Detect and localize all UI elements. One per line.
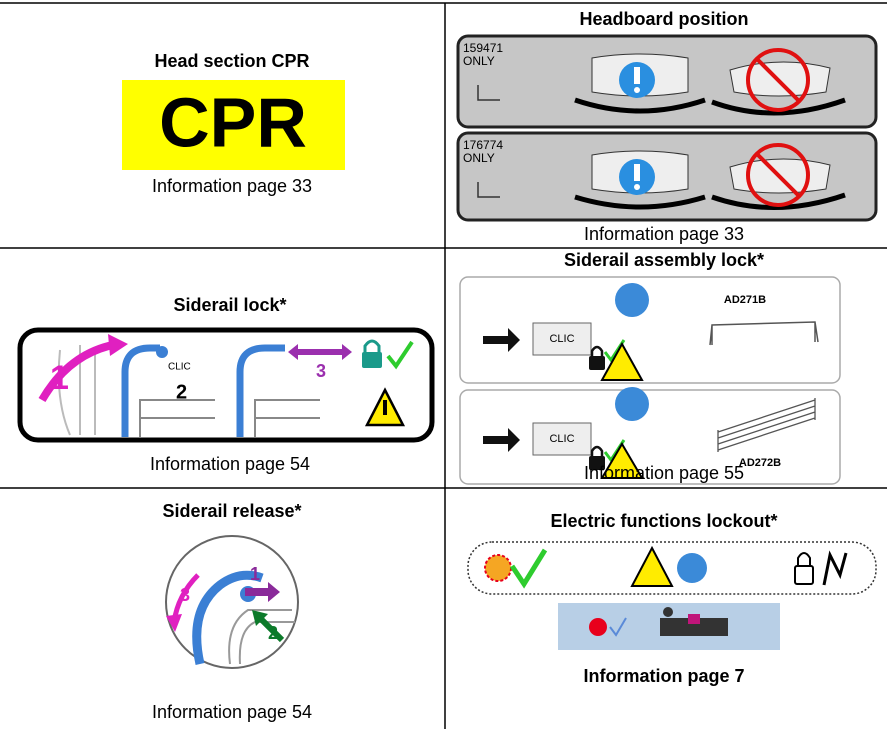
rail bbox=[236, 344, 285, 437]
rail-bar bbox=[228, 609, 295, 665]
lock-icon bbox=[589, 356, 605, 370]
model-label: AD272B bbox=[739, 457, 781, 469]
step: 1 bbox=[250, 564, 260, 584]
latch bbox=[156, 346, 168, 358]
clic-box bbox=[532, 322, 592, 356]
cpr-sign bbox=[122, 80, 345, 170]
siderail-lock-panel: 1 CLIC 2 3 bbox=[17, 327, 435, 443]
icon-part bbox=[634, 184, 640, 190]
click-label: CLIC bbox=[549, 433, 574, 445]
manual-icon bbox=[615, 283, 649, 317]
warning bbox=[600, 442, 644, 479]
cell-title: Headboard position bbox=[579, 9, 748, 29]
label-code: 176774 bbox=[463, 138, 503, 152]
cell-info: Information page 33 bbox=[152, 176, 312, 196]
icon-part bbox=[634, 164, 640, 181]
bed-icon bbox=[660, 618, 728, 636]
click-label: CLIC bbox=[168, 362, 191, 373]
assembly-panel: CLIC AD271B bbox=[459, 276, 841, 384]
bed-icon bbox=[663, 607, 673, 617]
cell-info: Information page 7 bbox=[583, 666, 744, 686]
check bbox=[509, 548, 548, 589]
check bbox=[609, 617, 627, 637]
arrow bbox=[257, 615, 285, 643]
prohibited bbox=[746, 48, 810, 112]
arrow bbox=[483, 328, 520, 352]
cell-info: Information page 54 bbox=[150, 454, 310, 474]
prohibited bbox=[746, 143, 810, 207]
arrow bbox=[38, 340, 119, 403]
panel bbox=[459, 276, 841, 384]
lock-icon bbox=[589, 456, 605, 470]
rail bbox=[121, 344, 160, 437]
lock-icon bbox=[797, 552, 811, 566]
rail-bar bbox=[139, 399, 215, 437]
mattress bbox=[729, 61, 831, 97]
siderail bbox=[717, 398, 816, 452]
lock-icon bbox=[590, 345, 604, 356]
cpr-text: CPR bbox=[159, 83, 307, 161]
headboard bbox=[574, 194, 706, 210]
siderail bbox=[709, 321, 819, 346]
headboard-panel: 176774 ONLY bbox=[456, 131, 878, 222]
headboard-panel: 159471 ONLY bbox=[456, 34, 878, 129]
cell-info: Information page 55 bbox=[584, 463, 744, 483]
warning-mark bbox=[383, 400, 387, 415]
model-label: AD271B bbox=[724, 294, 766, 306]
warning bbox=[600, 341, 644, 381]
step: 3 bbox=[180, 585, 190, 605]
lockout-panel bbox=[467, 541, 877, 650]
label-code: 159471 bbox=[463, 41, 503, 55]
light-icon bbox=[484, 554, 512, 582]
headboard bbox=[711, 192, 846, 210]
lock-icon bbox=[794, 565, 814, 585]
rail bbox=[192, 570, 264, 665]
cell-info: Information page 54 bbox=[152, 702, 312, 722]
step: 3 bbox=[316, 361, 326, 381]
clic-box bbox=[532, 422, 592, 456]
assembly-panel: CLIC AD272B bbox=[459, 387, 841, 485]
click-label: CLIC bbox=[549, 333, 574, 345]
cell-info: Information page 33 bbox=[584, 224, 744, 244]
bracket bbox=[477, 85, 500, 101]
arrow-head bbox=[252, 610, 268, 626]
cell-title: Siderail assembly lock* bbox=[564, 250, 764, 270]
prohibited bbox=[755, 57, 801, 103]
manual-icon bbox=[677, 553, 707, 583]
cell-title: Siderail release* bbox=[162, 501, 301, 521]
icon-part bbox=[634, 87, 640, 93]
step: 2 bbox=[176, 381, 187, 403]
lock-icon bbox=[688, 614, 700, 624]
cell-title: Head section CPR bbox=[154, 51, 309, 71]
lock-icon bbox=[363, 339, 381, 352]
arrow bbox=[483, 428, 520, 452]
label-note: ONLY bbox=[463, 151, 495, 165]
headboard bbox=[574, 97, 706, 114]
bracket bbox=[477, 182, 500, 198]
lock-icon bbox=[362, 352, 382, 368]
cell-title: Siderail lock* bbox=[173, 295, 286, 315]
lock-icon bbox=[590, 445, 604, 456]
manual-icon bbox=[615, 387, 649, 421]
arrow-head bbox=[108, 334, 128, 356]
panel bbox=[459, 389, 841, 485]
arrow-head bbox=[166, 614, 182, 632]
step: 1 bbox=[50, 359, 69, 397]
rail-bar bbox=[254, 399, 320, 437]
bed-icon bbox=[822, 550, 848, 586]
arrow bbox=[245, 582, 280, 602]
label-note: ONLY bbox=[463, 54, 495, 68]
warning bbox=[630, 545, 674, 587]
check bbox=[386, 340, 414, 370]
release-illustration: 1 2 3 bbox=[165, 535, 299, 669]
panel bbox=[467, 541, 877, 595]
icon-part bbox=[634, 67, 640, 84]
light-icon bbox=[589, 618, 607, 636]
step: 2 bbox=[268, 623, 278, 643]
headboard bbox=[711, 97, 846, 116]
cell-title: Electric functions lockout* bbox=[550, 511, 777, 531]
prohibited bbox=[755, 152, 801, 198]
